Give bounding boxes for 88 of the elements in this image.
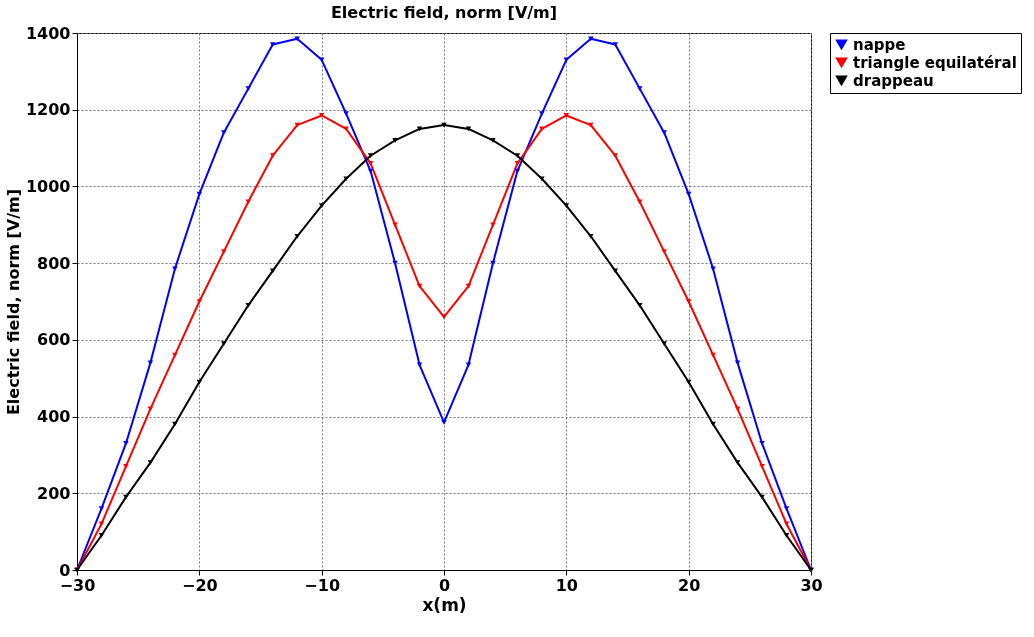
- point: [759, 441, 765, 446]
- point: [416, 362, 423, 368]
- point: [343, 111, 349, 116]
- y-axis-title: Electric field, norm [V/m]: [3, 188, 23, 416]
- point: [514, 153, 521, 159]
- point: [98, 506, 105, 511]
- y-tick-label: 200: [37, 483, 71, 503]
- point: [318, 203, 325, 208]
- y-tick-label: 1200: [25, 100, 71, 120]
- y-tick-label: 400: [37, 407, 71, 427]
- point: [661, 130, 667, 136]
- point: [490, 138, 496, 143]
- point: [294, 36, 300, 42]
- legend-label: triangle equilatéral: [853, 53, 1017, 72]
- point: [245, 199, 252, 205]
- point: [661, 341, 667, 347]
- point: [269, 42, 276, 47]
- point: [221, 130, 227, 136]
- y-tick-label: 1000: [25, 176, 71, 196]
- y-tick-label: 800: [37, 253, 71, 273]
- point: [759, 494, 765, 500]
- point: [147, 460, 154, 465]
- point: [514, 161, 521, 166]
- point: [636, 86, 643, 91]
- point: [636, 199, 643, 205]
- x-axis-title: x(m): [422, 594, 467, 615]
- point: [245, 86, 252, 91]
- point: [294, 233, 300, 239]
- x-tick-label: −20: [182, 575, 218, 595]
- point: [221, 341, 227, 347]
- chart-title: Electric field, norm [V/m]: [330, 3, 558, 22]
- point: [221, 249, 227, 255]
- x-tick-label: −10: [304, 575, 340, 595]
- point: [98, 521, 105, 527]
- point: [465, 283, 472, 289]
- y-tick-label: 600: [37, 330, 71, 350]
- y-tick-label: 1400: [25, 23, 71, 43]
- point: [783, 506, 790, 511]
- point: [612, 42, 619, 47]
- point: [392, 138, 398, 143]
- point: [612, 153, 619, 159]
- x-tick-label: 20: [678, 575, 701, 595]
- point: [636, 302, 643, 308]
- point: [783, 521, 790, 527]
- legend-label: nappe: [853, 35, 906, 54]
- x-tick-label: 10: [555, 575, 578, 595]
- x-tick-label: 0: [438, 575, 451, 595]
- point: [367, 168, 374, 174]
- point: [783, 533, 790, 538]
- point: [196, 299, 203, 304]
- point: [441, 122, 447, 128]
- point: [123, 464, 129, 469]
- point: [734, 460, 741, 465]
- point: [269, 153, 276, 159]
- point: [318, 113, 325, 118]
- point: [318, 57, 325, 63]
- point: [123, 441, 129, 446]
- point: [367, 153, 374, 159]
- point: [416, 283, 423, 289]
- point: [661, 249, 667, 255]
- point: [734, 360, 741, 366]
- point: [367, 161, 374, 166]
- point: [563, 57, 570, 63]
- legend-label: drappeau: [853, 71, 934, 90]
- point: [441, 419, 447, 425]
- point: [465, 362, 472, 368]
- x-tick-label: 30: [800, 575, 823, 595]
- point: [759, 464, 765, 469]
- point: [147, 360, 154, 366]
- point: [685, 299, 692, 304]
- point: [514, 168, 521, 174]
- point: [612, 268, 619, 274]
- point: [563, 113, 570, 118]
- point: [588, 233, 594, 239]
- point: [269, 268, 276, 274]
- point: [710, 421, 716, 427]
- point: [172, 421, 178, 427]
- point: [392, 260, 398, 266]
- point: [343, 176, 349, 182]
- point: [588, 36, 594, 42]
- point: [539, 176, 545, 182]
- point: [392, 222, 398, 228]
- point: [441, 314, 447, 320]
- point: [245, 302, 252, 308]
- point: [539, 111, 545, 116]
- point: [98, 533, 105, 538]
- point: [490, 222, 496, 228]
- point: [563, 203, 570, 208]
